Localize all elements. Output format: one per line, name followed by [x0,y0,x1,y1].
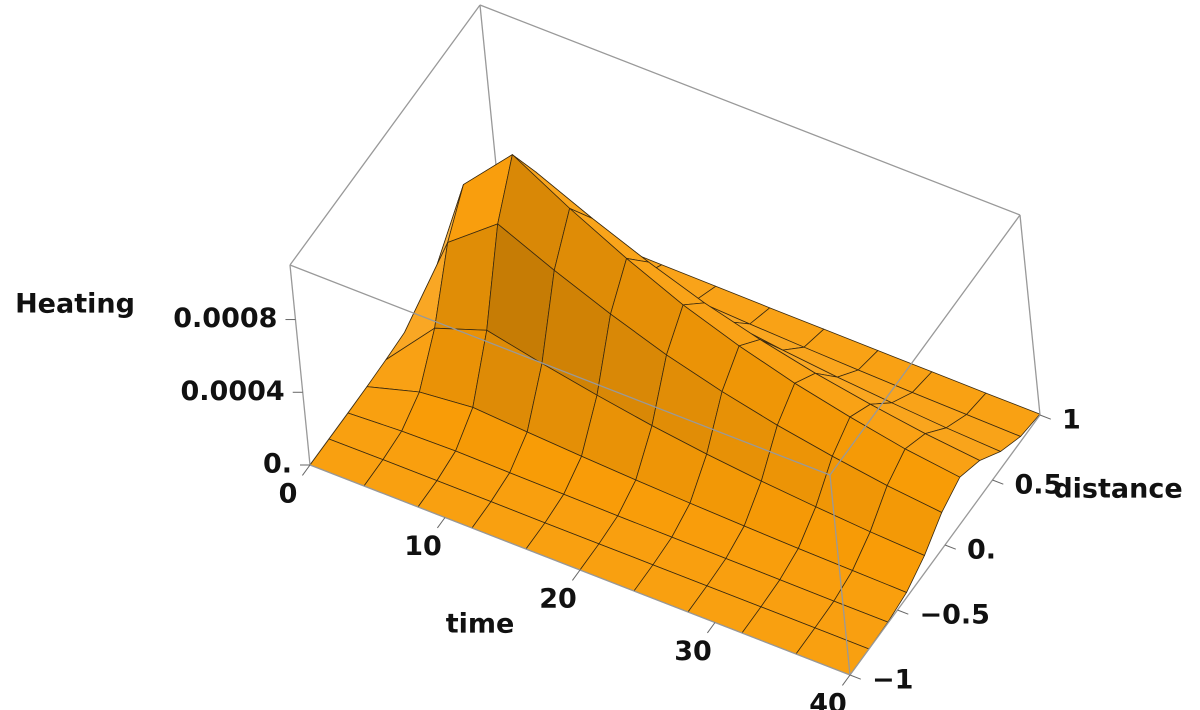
y-tick-label: 0.5 [1015,470,1063,501]
z-axis-label: Heating [15,289,135,320]
z-tick-label: 0.0004 [181,376,285,407]
x-tick [436,517,446,529]
y-tick [992,479,1004,485]
x-tick [571,569,581,581]
y-tick [849,674,861,680]
x-axis-label: time [446,609,515,640]
x-tick-label: 20 [539,584,577,615]
y-tick-label: 1 [1062,405,1081,436]
box-edge [829,474,851,676]
y-tick-label: −0.5 [920,600,990,631]
box-edge [289,264,311,466]
x-tick-label: 40 [809,689,847,710]
x-tick-label: 30 [674,636,712,667]
box-edge [289,4,481,266]
y-tick-label: 0. [967,535,996,566]
box-edge [289,264,831,476]
box-edge [479,4,1021,216]
x-tick [841,674,851,686]
y-tick [1039,414,1051,420]
z-tick-label: 0.0008 [173,303,277,334]
x-tick-label: 0 [279,479,298,510]
x-tick [301,464,311,476]
y-axis-label: distance [1053,474,1182,505]
z-tick-label: 0. [263,449,292,480]
x-tick-label: 10 [404,531,442,562]
box-edge [829,214,1021,476]
y-tick [897,609,909,615]
y-tick-label: −1 [872,665,913,696]
x-tick [706,622,716,634]
box-edge [1019,214,1041,416]
y-tick [944,544,956,550]
